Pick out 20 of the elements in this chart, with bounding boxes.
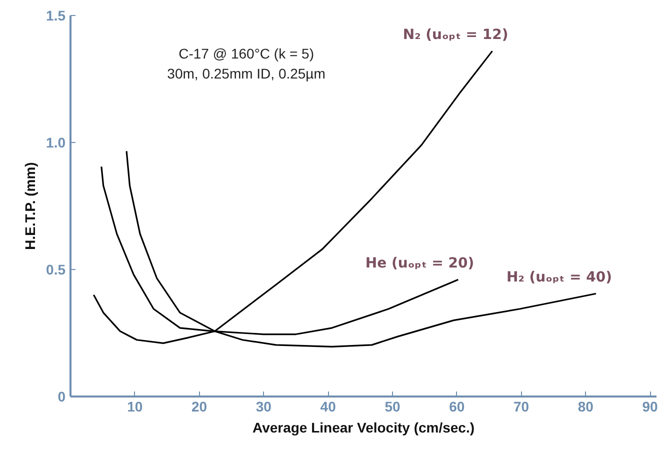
annotation: C-17 @ 160°C (k = 5) xyxy=(178,46,314,62)
series-label: N₂ (uₒₚₜ = 12) xyxy=(402,27,508,44)
y-tick-label: 1.0 xyxy=(46,134,66,150)
y-tick-label: 0 xyxy=(58,388,66,404)
x-tick-label: 70 xyxy=(513,398,530,414)
series-label: H₂ (uₒₚₜ = 40) xyxy=(506,270,612,286)
y-tick-label: 0.5 xyxy=(46,262,66,278)
annotation: 30m, 0.25mm ID, 0.25µm xyxy=(167,66,326,82)
x-tick-label: 80 xyxy=(578,398,594,414)
y-axis-title: H.E.T.P. (mm) xyxy=(22,162,38,250)
x-tick-label: 40 xyxy=(320,398,336,414)
series-label: He (uₒₚₜ = 20) xyxy=(365,256,474,272)
x-tick-label: 30 xyxy=(256,398,272,414)
x-tick-label: 10 xyxy=(127,398,143,414)
x-tick-label: 60 xyxy=(449,398,465,414)
x-tick-label: 90 xyxy=(642,398,658,414)
y-tick-label: 1.5 xyxy=(46,8,66,24)
x-axis-title: Average Linear Velocity (cm/sec.) xyxy=(252,420,475,436)
x-tick-label: 20 xyxy=(192,398,208,414)
x-tick-label: 50 xyxy=(384,398,400,414)
